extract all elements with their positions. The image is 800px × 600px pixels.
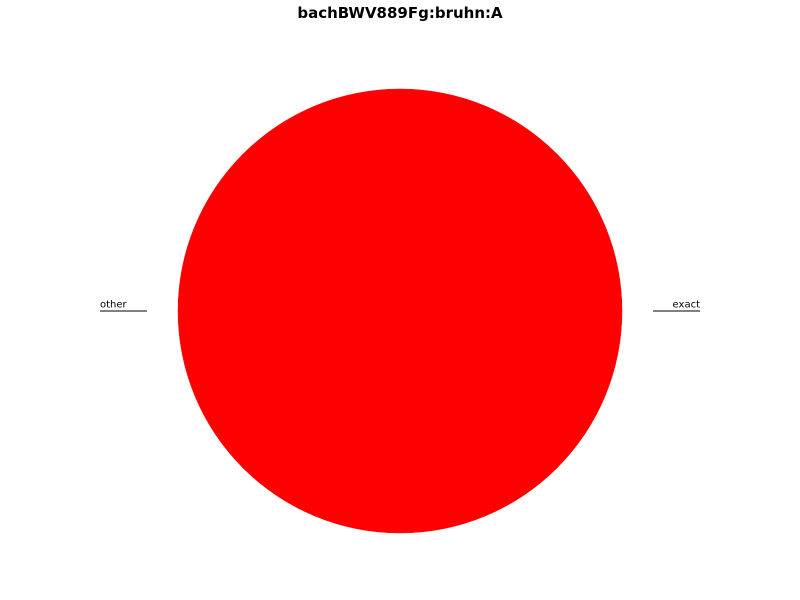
slice-label-exact: exact bbox=[673, 299, 701, 310]
pie-slice-other bbox=[177, 88, 623, 534]
pie-labels: exact other bbox=[100, 299, 701, 312]
chart-title: bachBWV889Fg:bruhn:A bbox=[297, 4, 503, 22]
pie-slices bbox=[177, 88, 623, 534]
slice-label-other: other bbox=[100, 300, 128, 311]
